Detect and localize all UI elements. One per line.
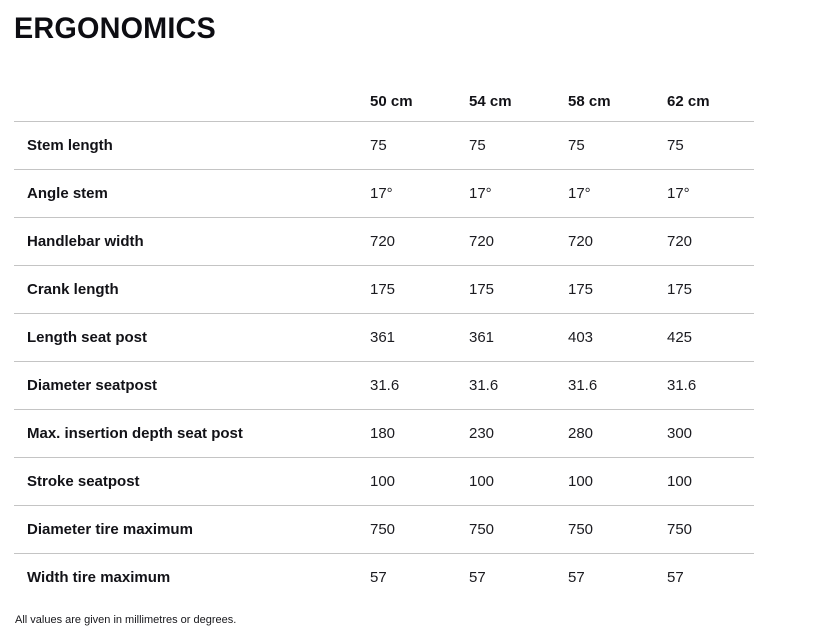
row-value: 100 [568,473,594,490]
row-value: 280 [568,425,594,442]
row-label: Length seat post [27,329,148,346]
ergonomics-table: 50 cm 54 cm 58 cm 62 cm Stem length 75 75 75 75… [14,81,754,601]
row-value: 100 [667,473,693,490]
column-header: 50 cm [370,92,413,110]
row-value: 230 [469,425,495,442]
row-value: 720 [469,233,495,250]
row-value: 100 [469,473,495,490]
table-row: Max. insertion depth seat post 180 230 280 3… [14,410,754,458]
row-value: 57 [568,569,585,586]
row-value: 720 [568,233,594,250]
row-value: 750 [667,521,693,538]
row-value: 175 [667,281,693,298]
row-label: Diameter tire maximum [27,521,193,538]
row-value: 175 [469,281,495,298]
table-row: Stem length 75 75 75 75 [14,122,754,170]
table-row: Handlebar width 720 720 720 720 [14,218,754,266]
row-value: 300 [667,425,693,442]
row-value: 57 [370,569,387,586]
column-header: 62 cm [667,92,710,110]
row-label: Crank length [27,281,119,298]
row-value: 75 [568,137,585,154]
row-value: 175 [568,281,594,298]
row-value: 17° [370,185,393,202]
table-row: Stroke seatpost 100 100 100 100 [14,458,754,506]
row-value: 31.6 [568,377,598,394]
footnote: All values are given in millimetres or d… [15,614,237,626]
row-value: 75 [667,137,684,154]
row-label: Handlebar width [27,233,144,250]
row-value: 31.6 [667,377,697,394]
row-value: 31.6 [370,377,400,394]
row-value: 361 [469,329,495,346]
column-header: 58 cm [568,92,611,110]
row-value: 720 [370,233,396,250]
row-value: 17° [568,185,591,202]
row-value: 361 [370,329,396,346]
column-header: 54 cm [469,92,512,110]
row-value: 31.6 [469,377,499,394]
table-row: Width tire maximum 57 57 57 57 [14,554,754,601]
row-value: 750 [370,521,396,538]
table-header-row: 50 cm 54 cm 58 cm 62 cm [14,81,754,122]
row-label: Stem length [27,137,113,154]
row-value: 57 [469,569,486,586]
row-value: 57 [667,569,684,586]
row-value: 100 [370,473,396,490]
row-value: 17° [667,185,690,202]
row-value: 720 [667,233,693,250]
row-value: 750 [469,521,495,538]
row-value: 425 [667,329,693,346]
table-row: Diameter seatpost 31.6 31.6 31.6 31.6 [14,362,754,410]
row-value: 175 [370,281,396,298]
row-label: Width tire maximum [27,569,171,586]
table-row: Diameter tire maximum 750 750 750 750 [14,506,754,554]
row-label: Max. insertion depth seat post [27,425,243,442]
table-row: Crank length 175 175 175 175 [14,266,754,314]
row-label: Angle stem [27,185,108,202]
row-value: 17° [469,185,492,202]
row-value: 180 [370,425,396,442]
row-value: 750 [568,521,594,538]
page-title: ERGONOMICS [14,12,216,45]
row-label: Diameter seatpost [27,377,158,394]
table-row: Length seat post 361 361 403 425 [14,314,754,362]
table-row: Angle stem 17° 17° 17° 17° [14,170,754,218]
row-value: 403 [568,329,594,346]
row-value: 75 [370,137,387,154]
row-value: 75 [469,137,486,154]
row-label: Stroke seatpost [27,473,140,490]
